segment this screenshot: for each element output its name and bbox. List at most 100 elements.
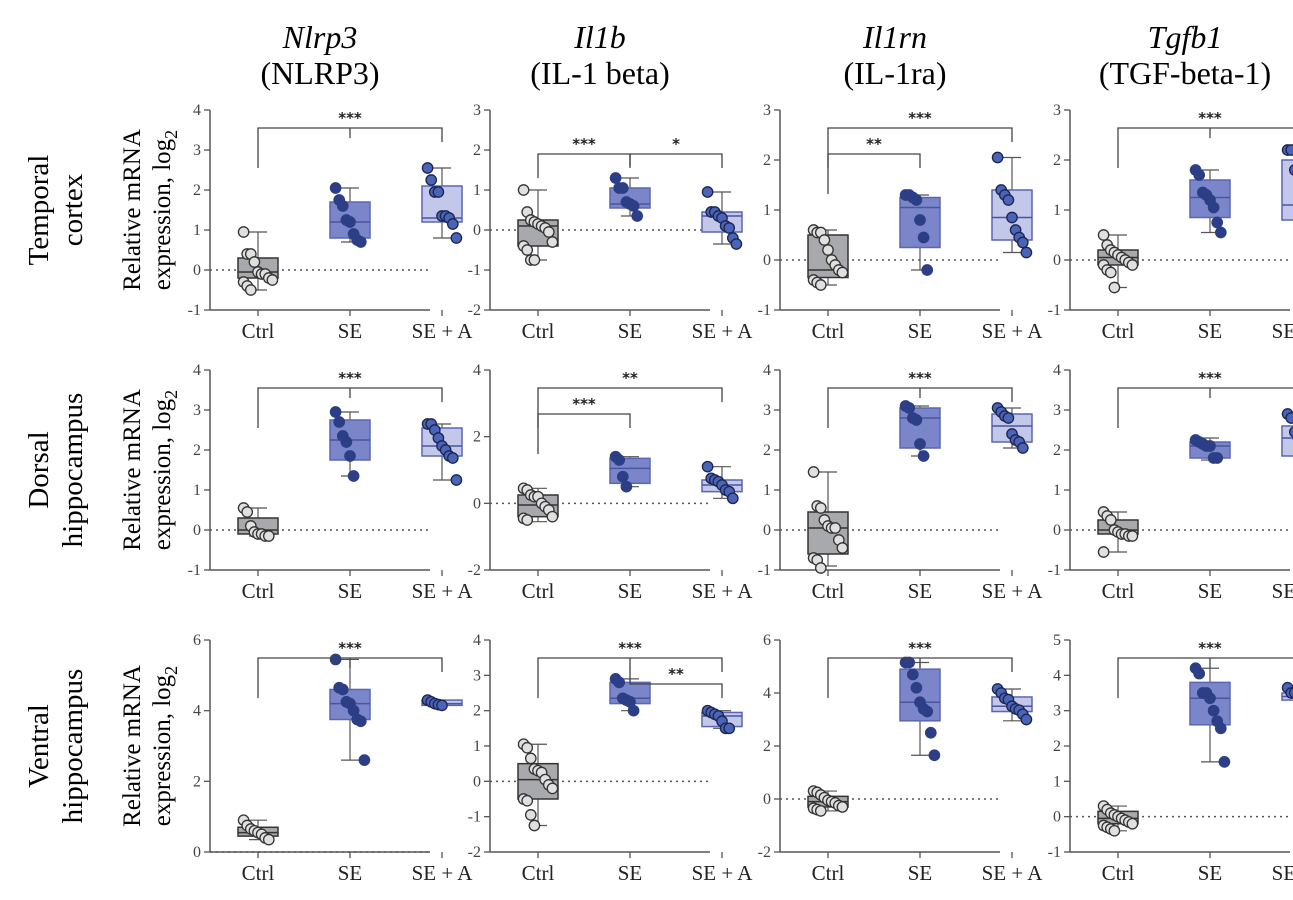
data-point bbox=[807, 466, 820, 478]
box-sea bbox=[1281, 144, 1293, 221]
data-point bbox=[1108, 824, 1121, 837]
y-tick-label: 2 bbox=[1053, 442, 1061, 459]
data-point bbox=[829, 522, 842, 534]
row-label-line1: Dorsal bbox=[23, 431, 55, 508]
data-point bbox=[546, 510, 559, 523]
panel-2-0: 0 2 4 6 Ctrl SE SE + A *** bbox=[193, 632, 473, 885]
data-point bbox=[1207, 704, 1220, 717]
data-point bbox=[340, 436, 353, 448]
y-tick-label: 2 bbox=[763, 152, 771, 169]
data-point bbox=[914, 214, 926, 226]
data-point bbox=[836, 801, 849, 813]
row-label: Ventral hippocampus bbox=[23, 669, 89, 824]
x-tick-label: SE bbox=[1198, 579, 1223, 603]
x-tick-label: SE + A bbox=[692, 319, 754, 343]
box-se bbox=[609, 673, 651, 717]
data-point bbox=[730, 238, 743, 250]
row-label-line2: hippocampus bbox=[57, 669, 89, 824]
y-axis-label-text: expression, log bbox=[149, 138, 176, 290]
y-tick-label: 1 bbox=[473, 738, 481, 755]
data-point bbox=[446, 218, 459, 230]
y-tick-label: 3 bbox=[193, 402, 201, 419]
x-tick-label: SE bbox=[338, 319, 363, 343]
y-tick-label: 1 bbox=[1053, 482, 1061, 499]
significance-label: *** bbox=[1198, 109, 1222, 127]
data-point bbox=[241, 506, 254, 518]
x-tick-label: SE + A bbox=[982, 861, 1044, 885]
data-point bbox=[344, 216, 356, 228]
significance-label: *** bbox=[572, 135, 596, 153]
y-tick-label: -2 bbox=[468, 302, 481, 319]
x-tick-label: SE bbox=[1198, 319, 1223, 343]
y-tick-label: 1 bbox=[763, 482, 771, 499]
data-point bbox=[354, 715, 367, 728]
y-tick-label: 3 bbox=[1053, 402, 1061, 419]
panel-1-2: -1 0 1 2 3 4 Ctrl SE SE + A *** bbox=[758, 362, 1044, 603]
data-point bbox=[723, 722, 736, 735]
data-point bbox=[421, 162, 434, 174]
data-point bbox=[1020, 246, 1033, 259]
y-axis-label-line1: Relative mRNA bbox=[119, 389, 146, 551]
y-tick-label: 2 bbox=[473, 429, 481, 446]
data-point bbox=[329, 653, 342, 666]
y-tick-label: 0 bbox=[193, 844, 201, 861]
data-point bbox=[1193, 169, 1206, 181]
significance-label: *** bbox=[908, 109, 932, 127]
box-sea bbox=[701, 460, 743, 505]
data-point bbox=[906, 668, 919, 681]
column-title-protein: (IL-1ra) bbox=[843, 55, 946, 91]
box-se bbox=[329, 182, 371, 248]
data-point bbox=[631, 210, 644, 222]
column-title-gene: Tgfb1 bbox=[1148, 19, 1223, 55]
column-title-gene: Il1b bbox=[573, 19, 626, 55]
box-sea bbox=[701, 704, 743, 735]
significance-bracket bbox=[629, 666, 723, 698]
data-point bbox=[1016, 236, 1029, 249]
panel-2-3: -1 0 1 2 3 4 5 Ctrl SE SE + A *** bbox=[1048, 632, 1293, 885]
significance-label: *** bbox=[1198, 639, 1222, 657]
y-tick-label: -2 bbox=[468, 844, 481, 861]
y-tick-label: 0 bbox=[473, 495, 481, 512]
data-point bbox=[616, 470, 629, 483]
x-tick-label: SE bbox=[618, 861, 643, 885]
data-point bbox=[1104, 266, 1117, 279]
data-point bbox=[609, 172, 622, 184]
data-point bbox=[921, 264, 934, 276]
box-se bbox=[1189, 662, 1231, 768]
y-tick-label: 0 bbox=[473, 222, 481, 239]
y-tick-label: -1 bbox=[468, 262, 481, 279]
x-tick-label: SE + A bbox=[412, 579, 474, 603]
data-point bbox=[524, 809, 537, 821]
data-point bbox=[1207, 201, 1220, 214]
data-point bbox=[910, 194, 923, 206]
y-tick-label: 4 bbox=[193, 362, 201, 379]
y-tick-label: 0 bbox=[763, 252, 771, 269]
box-sea bbox=[991, 151, 1033, 259]
column-title-gene: Nlrp3 bbox=[282, 19, 358, 55]
data-point bbox=[237, 226, 250, 238]
row-label-line2: hippocampus bbox=[57, 393, 89, 548]
x-tick-label: SE + A bbox=[1272, 579, 1293, 603]
row-label: Temporal cortex bbox=[23, 155, 89, 266]
data-point bbox=[818, 234, 831, 246]
x-tick-label: Ctrl bbox=[522, 579, 555, 603]
y-tick-label: 6 bbox=[193, 632, 201, 649]
y-axis-label-text: expression, log bbox=[149, 398, 176, 550]
y-axis-label: Relative mRNA expression, log2 bbox=[119, 665, 181, 827]
panel-0-0: -1 0 1 2 3 4 Ctrl SE SE + A *** bbox=[188, 102, 474, 343]
data-point bbox=[917, 450, 930, 462]
x-tick-label: Ctrl bbox=[242, 579, 275, 603]
x-tick-label: SE + A bbox=[1272, 319, 1293, 343]
y-tick-label: 3 bbox=[1053, 102, 1061, 119]
y-axis-label-line2: expression, log2 bbox=[149, 666, 181, 826]
y-tick-label: 4 bbox=[193, 703, 201, 720]
box bbox=[1281, 159, 1293, 221]
data-point bbox=[521, 514, 534, 526]
significance-label: *** bbox=[338, 109, 362, 127]
row-label-line2: cortex bbox=[57, 173, 89, 246]
data-point bbox=[1016, 442, 1029, 454]
data-point bbox=[613, 454, 626, 466]
y-tick-label: 4 bbox=[193, 102, 201, 119]
